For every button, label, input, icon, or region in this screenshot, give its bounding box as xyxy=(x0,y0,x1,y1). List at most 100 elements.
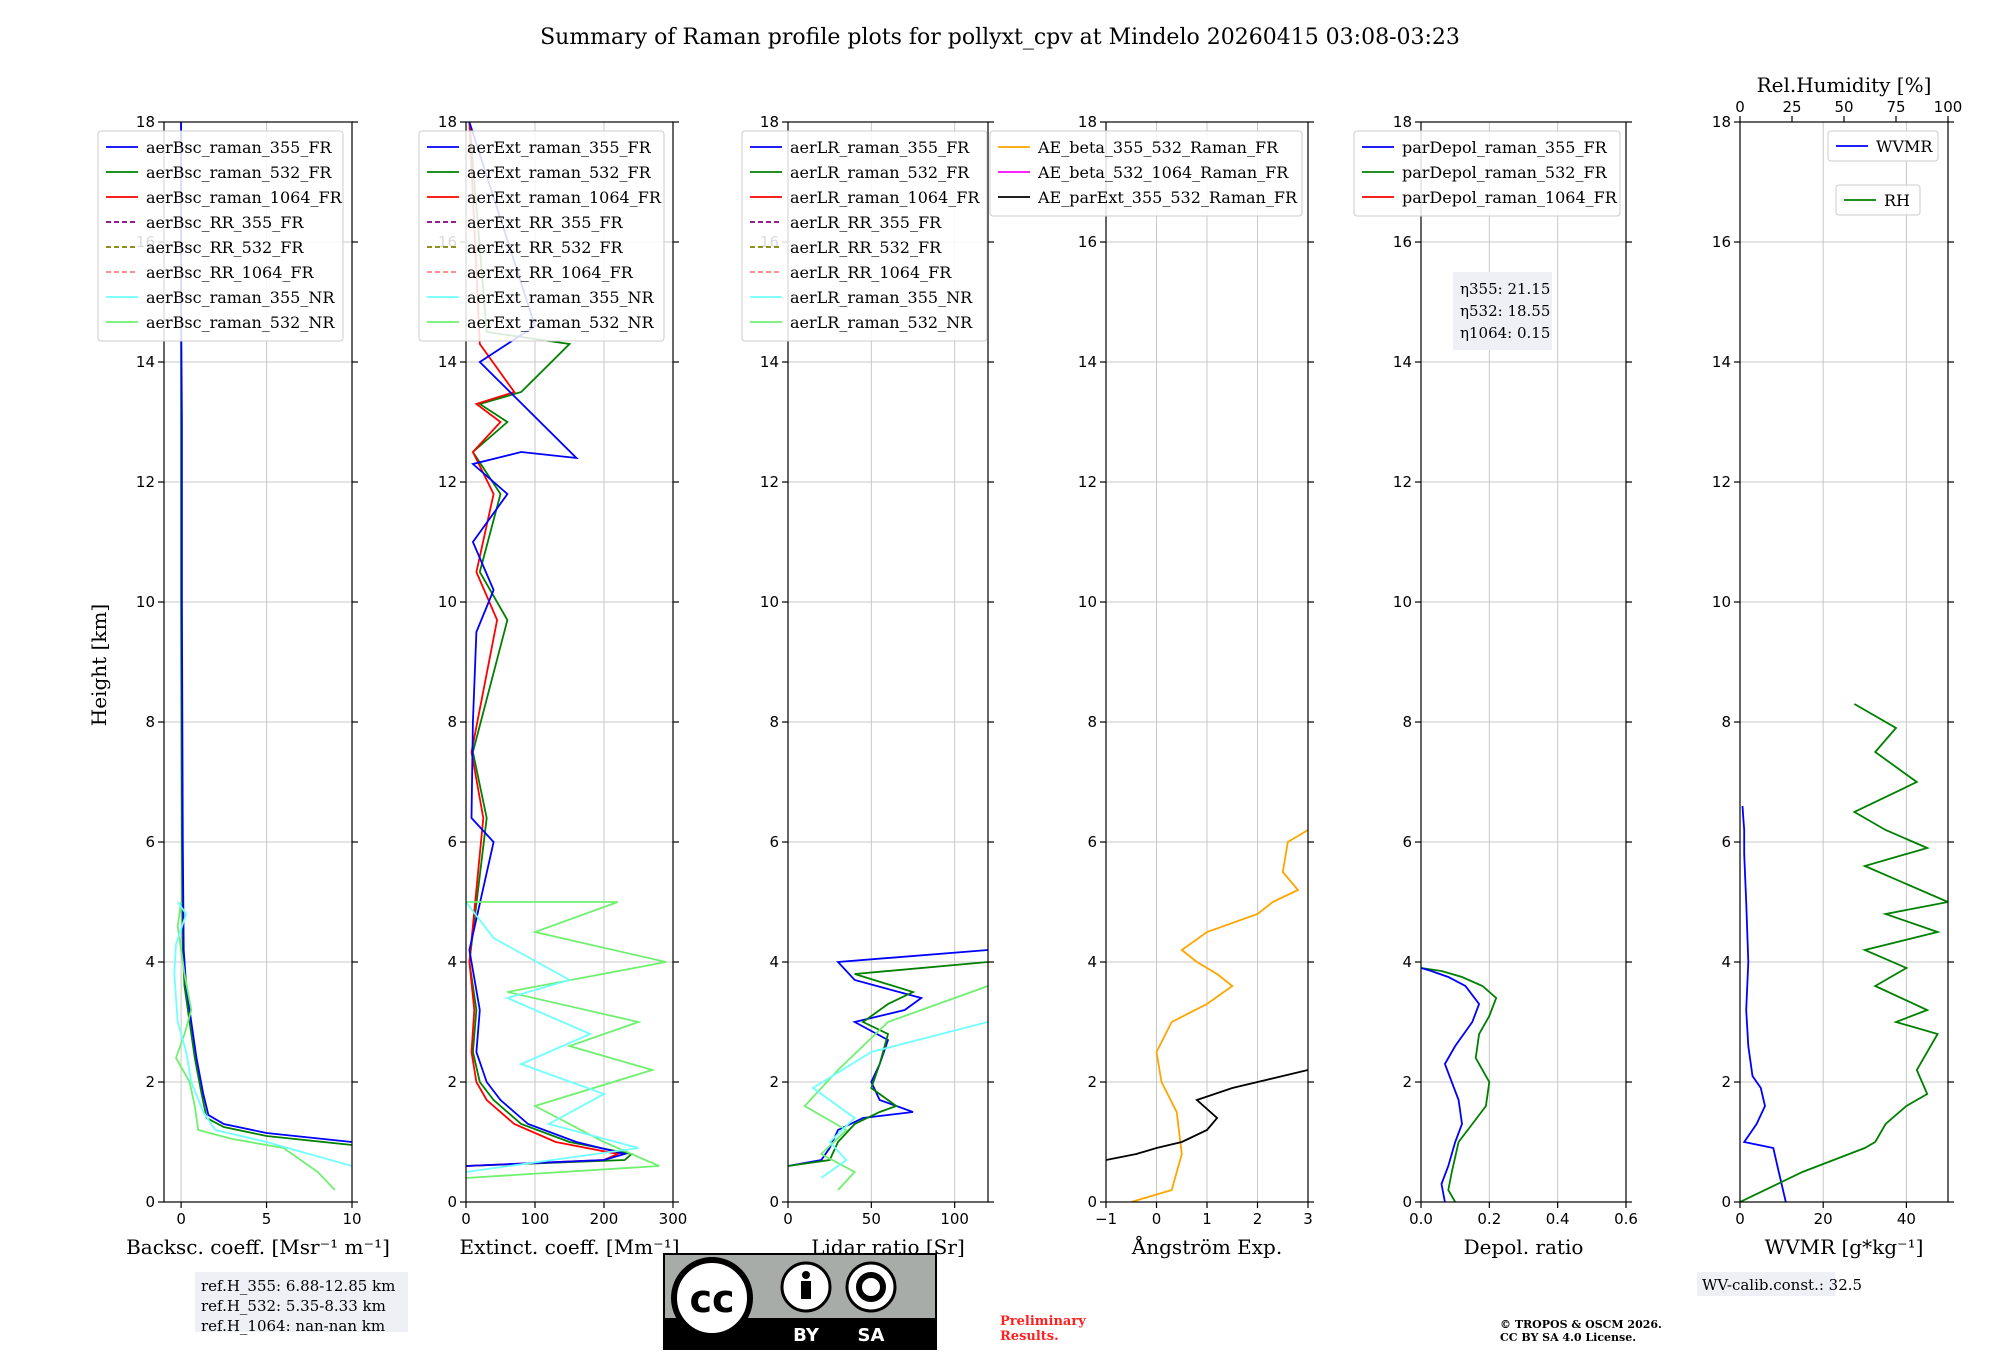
x-tick-label: 0 xyxy=(1735,1210,1745,1228)
y-tick-label: 18 xyxy=(438,113,457,131)
shared-y-axis-label: Height [km] xyxy=(87,604,111,726)
y-tick-label: 14 xyxy=(136,353,155,371)
series-aerExt_raman_1064_FR xyxy=(466,122,621,1167)
series-parDepol_raman_532_FR xyxy=(1421,967,1498,1202)
y-tick-label: 18 xyxy=(1712,113,1731,131)
y-tick-label: 10 xyxy=(1712,593,1731,611)
y-tick-label: 10 xyxy=(1078,593,1097,611)
y-tick-label: 8 xyxy=(1402,713,1412,731)
legend-label: parDepol_raman_532_FR xyxy=(1402,163,1608,182)
y-tick-label: 16 xyxy=(1393,233,1412,251)
x-tick-label: 20 xyxy=(1814,1210,1833,1228)
series-aerBsc_raman_532_NR xyxy=(175,901,336,1191)
series-parDepol_raman_355_FR xyxy=(1421,967,1481,1202)
y-tick-label: 18 xyxy=(1393,113,1412,131)
x-tick-label: 0 xyxy=(176,1210,186,1228)
legend-depol: parDepol_raman_355_FR parDepol_raman_532_… xyxy=(1353,130,1621,217)
x-tick-label: 200 xyxy=(590,1210,619,1228)
series-AE_parExt_355_532_Raman_FR xyxy=(1106,1069,1308,1161)
plot-frame xyxy=(465,121,674,1203)
legend-label: AE_beta_532_1064_Raman_FR xyxy=(1037,163,1289,182)
y-tick-label: 8 xyxy=(145,713,155,731)
legend-label: aerLR_raman_1064_FR xyxy=(790,188,980,207)
ref-height-532: ref.H_532: 5.35-8.33 km xyxy=(201,1297,386,1315)
y-tick-label: 12 xyxy=(1712,473,1731,491)
copyright-line-2: CC BY SA 4.0 License. xyxy=(1500,1331,1636,1344)
y-tick-label: 4 xyxy=(1087,953,1097,971)
legend-backscatter: aerBsc_raman_355_FR aerBsc_raman_532_FRae… xyxy=(97,130,344,342)
x-tick-label: 1 xyxy=(1202,1210,1212,1228)
x-axis-label: Ångström Exp. xyxy=(1131,1234,1282,1259)
y-tick-label: 12 xyxy=(438,473,457,491)
legend-lidar_ratio: aerLR_raman_355_FR aerLR_raman_532_FR aerL… xyxy=(741,130,988,342)
legend-wvmr: WVMR xyxy=(1827,130,1939,162)
legend-label: aerBsc_raman_355_NR xyxy=(146,288,335,307)
sa-share-icon xyxy=(845,1261,897,1313)
figure-title: Summary of Raman profile plots for polly… xyxy=(540,25,1460,50)
legend-box xyxy=(418,130,665,342)
x-axis-label: Depol. ratio xyxy=(1464,1235,1584,1259)
series-aerExt_raman_532_FR xyxy=(466,122,634,1167)
annotation-line: η532: 18.55 xyxy=(1460,302,1550,320)
panel-backscatter: 0246810121416180510Backsc. coeff. [Msr⁻¹… xyxy=(97,113,390,1259)
y-tick-label: 6 xyxy=(447,833,457,851)
y-tick-label: 8 xyxy=(1721,713,1731,731)
y-tick-label: 0 xyxy=(1721,1193,1731,1211)
y-tick-label: 14 xyxy=(438,353,457,371)
legend-label: aerBsc_RR_1064_FR xyxy=(146,263,315,282)
x-tick-label: 40 xyxy=(1897,1210,1916,1228)
legend-label: aerExt_raman_355_NR xyxy=(467,288,655,307)
y-tick-label: 4 xyxy=(1721,953,1731,971)
legend-label: aerLR_RR_532_FR xyxy=(790,238,942,257)
cc-circle-icon xyxy=(671,1257,753,1339)
x-tick-label: 2 xyxy=(1253,1210,1263,1228)
y-tick-label: 6 xyxy=(1721,833,1731,851)
y-tick-label: 2 xyxy=(1087,1073,1097,1091)
x-tick-label: 300 xyxy=(659,1210,688,1228)
x-tick-label: 0 xyxy=(1152,1210,1162,1228)
legend-label: aerExt_raman_1064_FR xyxy=(467,188,662,207)
legend-label: aerLR_RR_355_FR xyxy=(790,213,942,232)
y-tick-label: 18 xyxy=(136,113,155,131)
y-tick-label: 14 xyxy=(760,353,779,371)
y-tick-label: 4 xyxy=(447,953,457,971)
legend-label: AE_parExt_355_532_Raman_FR xyxy=(1037,188,1298,207)
x-tick-label: 100 xyxy=(940,1210,969,1228)
x-axis-label: WVMR [g*kg⁻¹] xyxy=(1765,1235,1924,1259)
y-tick-label: 6 xyxy=(1087,833,1097,851)
x-tick-label: −1 xyxy=(1095,1210,1117,1228)
plot-frame xyxy=(1420,121,1627,1203)
legend-label: aerBsc_raman_532_FR xyxy=(146,163,332,182)
y-tick-label: 6 xyxy=(145,833,155,851)
legend-label: aerBsc_raman_1064_FR xyxy=(146,188,343,207)
series-aerLR_raman_532_FR xyxy=(788,961,988,1167)
wv-calib-text: WV-calib.const.: 32.5 xyxy=(1702,1276,1862,1294)
ref-height-1064: ref.H_1064: nan-nan km xyxy=(201,1317,385,1335)
y-tick-label: 18 xyxy=(1078,113,1097,131)
top-x-tick-label: 25 xyxy=(1782,98,1801,116)
preliminary-line-1: Preliminary xyxy=(1000,1314,1086,1329)
series-WVMR xyxy=(1741,805,1787,1202)
legend-label: aerLR_raman_355_FR xyxy=(790,138,970,157)
sa-share-arc-icon xyxy=(856,1272,886,1302)
legend-label: aerBsc_raman_355_FR xyxy=(146,138,332,157)
sa-label: SA xyxy=(858,1325,885,1346)
wv-calib-box: WV-calib.const.: 32.5 xyxy=(1697,1272,1862,1296)
legend-label: RH xyxy=(1884,191,1910,210)
copyright-line-1: © TROPOS & OSCM 2026. xyxy=(1500,1318,1662,1331)
y-tick-label: 10 xyxy=(438,593,457,611)
x-tick-label: 5 xyxy=(262,1210,272,1228)
legend-box xyxy=(741,130,988,342)
y-tick-label: 16 xyxy=(1712,233,1731,251)
legend-label: aerLR_raman_355_NR xyxy=(790,288,973,307)
series-aerLR_raman_355_FR xyxy=(788,949,988,1167)
plot-frame xyxy=(787,121,989,1203)
x-tick-label: 0 xyxy=(783,1210,793,1228)
legend-box xyxy=(1835,184,1921,216)
y-tick-label: 8 xyxy=(447,713,457,731)
legend-label: aerBsc_raman_532_NR xyxy=(146,313,335,332)
x-tick-label: 3 xyxy=(1303,1210,1313,1228)
wv-calib-box-bg xyxy=(1697,1272,1835,1296)
